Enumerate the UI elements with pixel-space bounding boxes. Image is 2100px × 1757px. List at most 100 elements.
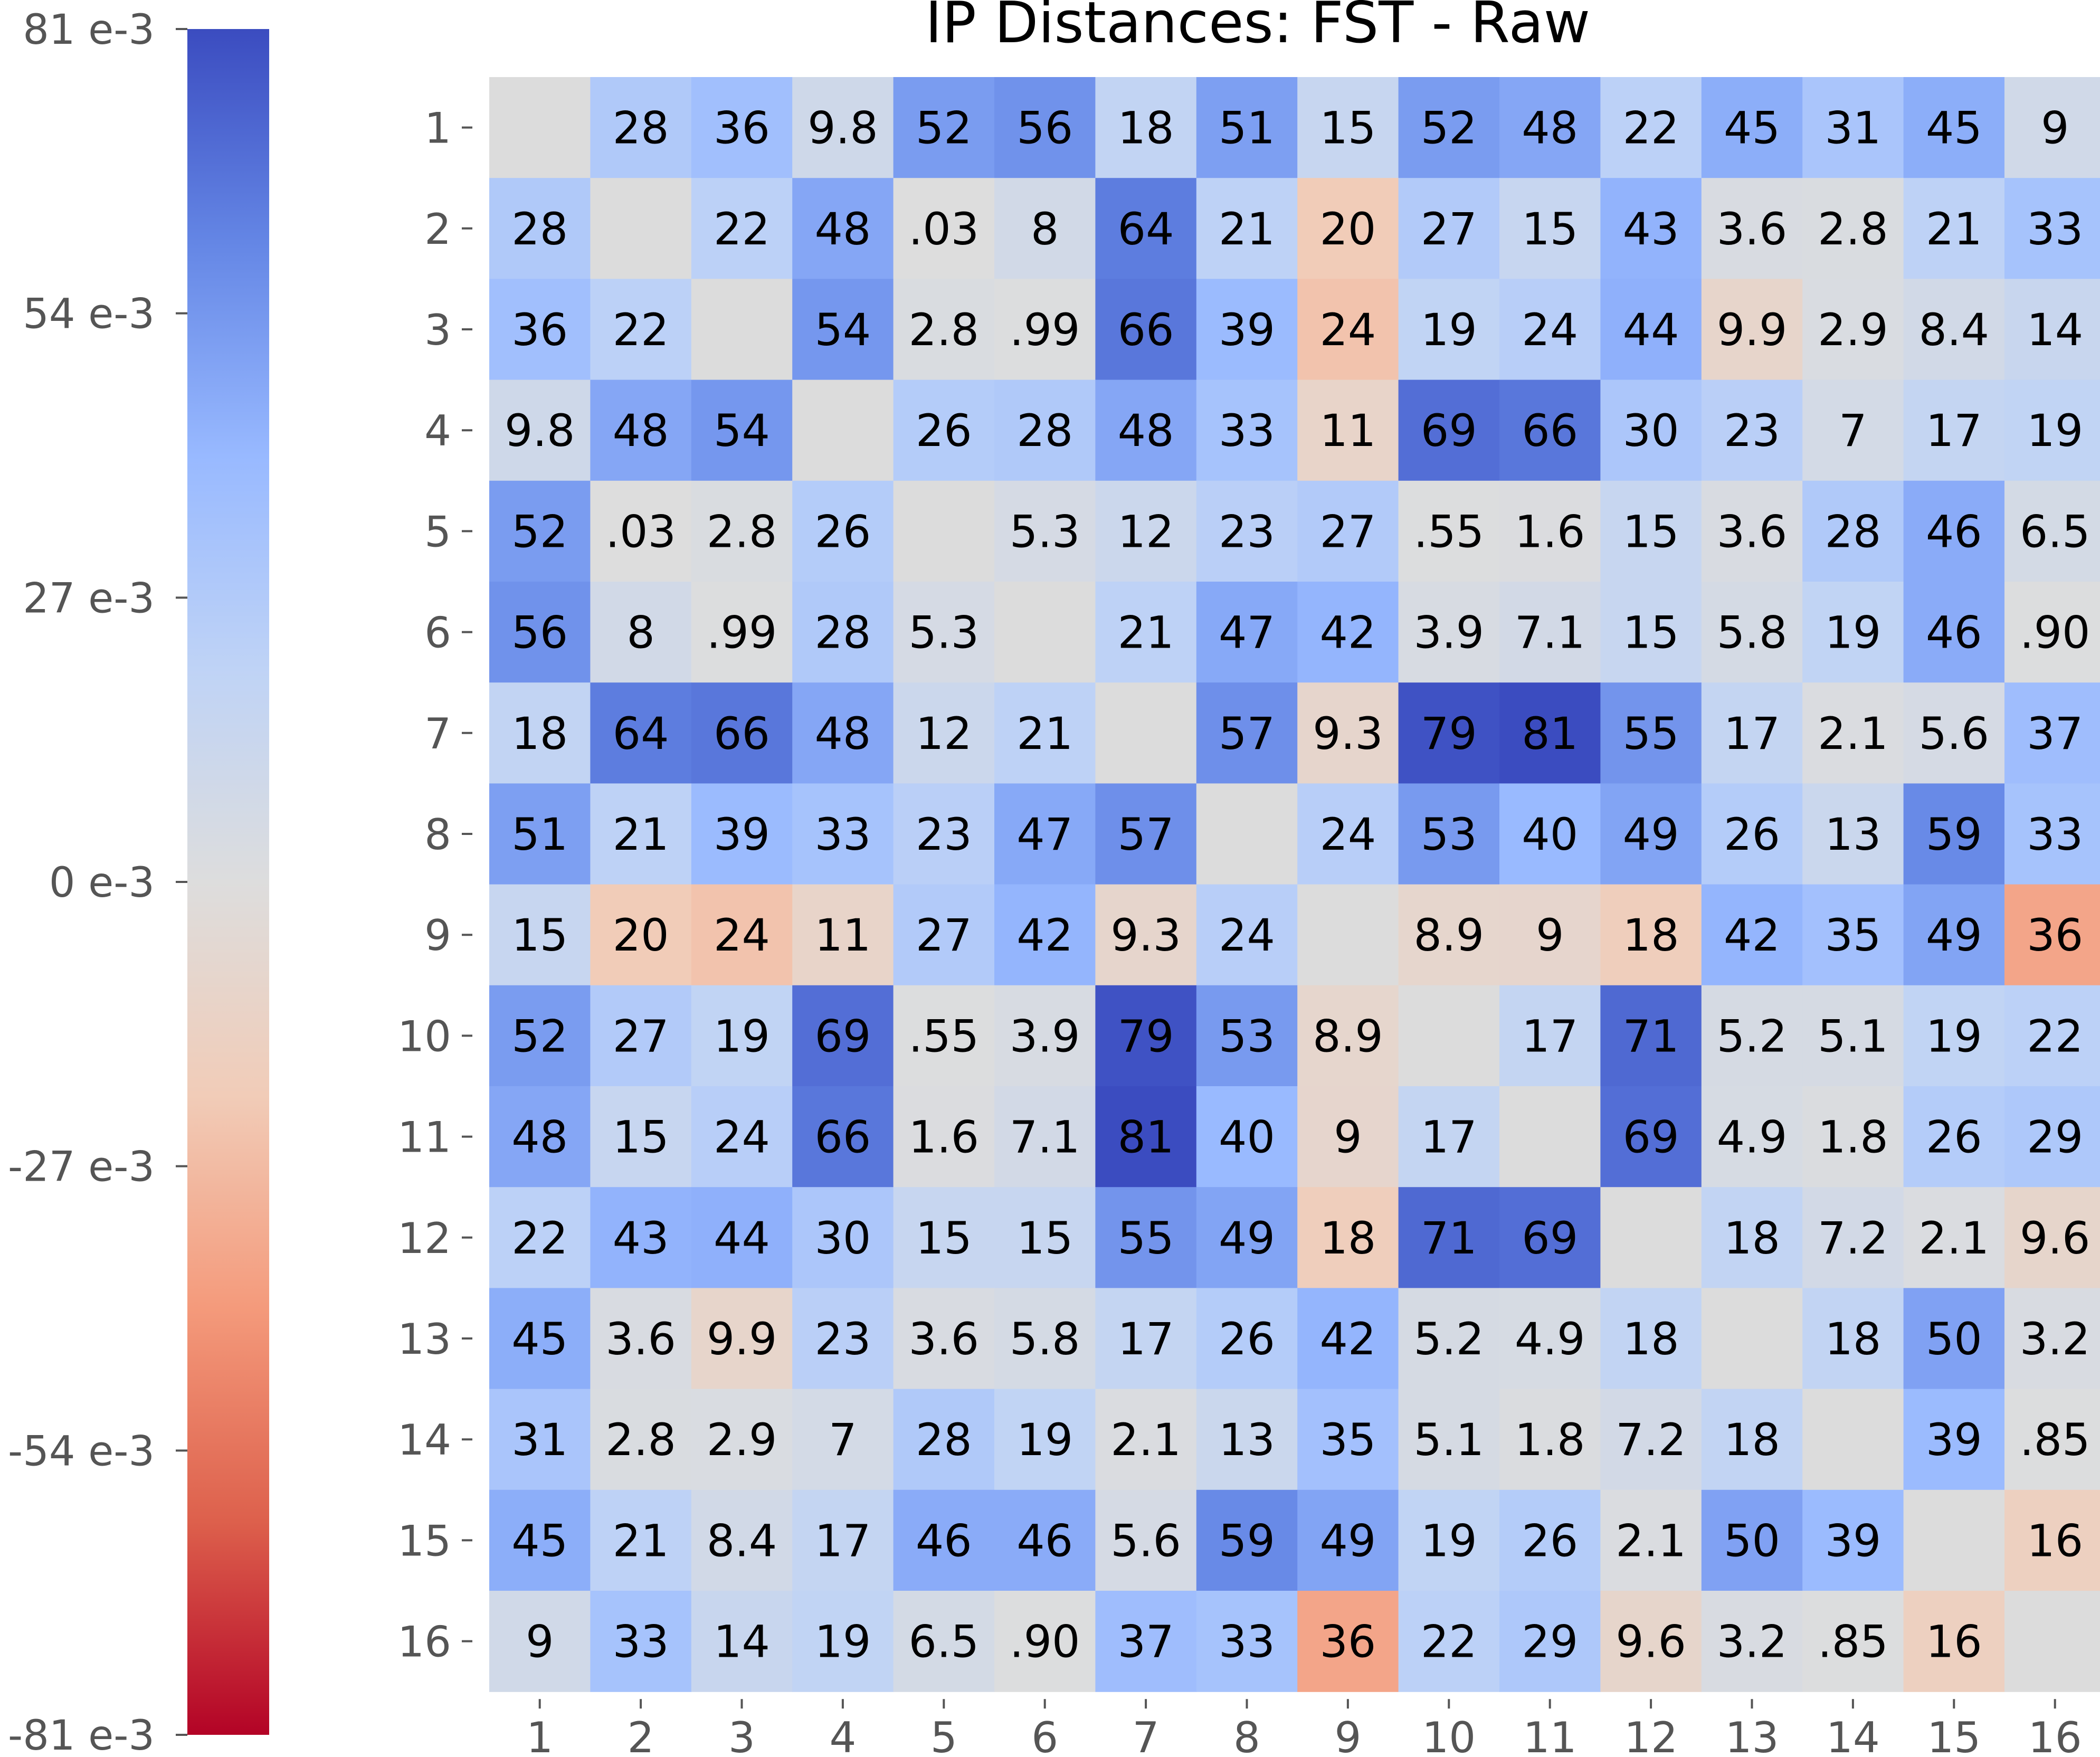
cell-label: 40 — [1219, 1112, 1275, 1163]
cell-label: 22 — [511, 1212, 568, 1264]
heatmap-cell — [1095, 1489, 1197, 1591]
cell-label: 18 — [1118, 102, 1174, 154]
heatmap-cell — [994, 77, 1096, 178]
cell-label: 54 — [714, 405, 770, 457]
heatmap-cell — [2004, 1591, 2100, 1692]
cell-label: 36 — [1319, 1616, 1376, 1668]
cell-label: 27 — [613, 1010, 669, 1062]
heatmap-cell — [1196, 985, 1298, 1087]
cell-label: 81 — [1522, 708, 1578, 759]
cell-label: 5.6 — [1110, 1515, 1181, 1566]
y-tick-label: 16 — [397, 1618, 451, 1667]
heatmap-cell — [1903, 279, 2005, 381]
heatmap-cell — [1196, 178, 1298, 279]
cell-label: 79 — [1118, 1010, 1174, 1062]
heatmap-cell — [1297, 582, 1399, 683]
cell-label: 8 — [1031, 203, 1059, 255]
heatmap-cell — [691, 682, 793, 784]
cell-label: 48 — [814, 203, 871, 255]
heatmap-cell — [1600, 1187, 1702, 1288]
heatmap-cell — [1095, 884, 1197, 986]
cell-label: 30 — [814, 1212, 871, 1264]
cell-label: 22 — [613, 304, 669, 356]
cell-label: 26 — [1522, 1515, 1578, 1566]
cell-label: 19 — [1926, 1010, 1982, 1062]
heatmap-cell — [1600, 1086, 1702, 1188]
x-tick-label: 4 — [829, 1713, 856, 1755]
cell-label: 13 — [1825, 809, 1881, 860]
cell-label: 9 — [2041, 102, 2069, 154]
cell-label: 9.9 — [707, 1313, 777, 1365]
cell-label: 23 — [814, 1313, 871, 1365]
cell-label: 59 — [1926, 809, 1982, 860]
heatmap-cell — [1196, 682, 1298, 784]
heatmap-cell — [1499, 1489, 1601, 1591]
heatmap-cell — [1297, 178, 1399, 279]
heatmap-cell — [1701, 379, 1803, 481]
cell-label: 24 — [1319, 304, 1376, 356]
cell-label: 48 — [814, 708, 871, 759]
heatmap-cell — [1398, 682, 1500, 784]
heatmap-cell — [1600, 1389, 1702, 1490]
heatmap-cell — [1196, 77, 1298, 178]
cell-label: 37 — [1118, 1616, 1174, 1668]
heatmap-cell — [792, 1591, 894, 1692]
colorbar-ticks: 81 e-3 54 e-3 27 e-3 0 e-3 -27 e-3 -54 e-3 -81… — [8, 6, 187, 1757]
heatmap-cell — [691, 279, 793, 381]
heatmap-cell — [1398, 1187, 1500, 1288]
cell-label: .55 — [1414, 506, 1485, 557]
heatmap-cell — [1095, 480, 1197, 582]
heatmap-cell — [489, 582, 591, 683]
cell-label: 51 — [511, 809, 568, 860]
heatmap-cell — [691, 1288, 793, 1390]
colorbar-tick-label: 0 e-3 — [49, 859, 155, 907]
heatmap-cell — [1701, 783, 1803, 885]
heatmap-cell — [994, 985, 1096, 1087]
cell-label: 24 — [1319, 809, 1376, 860]
heatmap-cell — [792, 582, 894, 683]
heatmap-cell — [1701, 1086, 1803, 1188]
cell-label: 2.1 — [1919, 1212, 1990, 1264]
cell-label: 59 — [1219, 1515, 1275, 1566]
heatmap-cell — [489, 178, 591, 279]
cell-label: 16 — [1926, 1616, 1982, 1668]
cell-label: 39 — [1825, 1515, 1881, 1566]
heatmap-cell — [691, 582, 793, 683]
heatmap-cell — [691, 884, 793, 986]
y-tick-label: 3 — [424, 306, 451, 355]
cell-label: 37 — [2027, 708, 2083, 759]
heatmap-cell — [1398, 77, 1500, 178]
cell-label: 18 — [1319, 1212, 1376, 1264]
heatmap-cell — [1095, 178, 1197, 279]
heatmap-cell — [489, 682, 591, 784]
x-tick-label: 9 — [1334, 1713, 1361, 1755]
cell-label: 43 — [1623, 203, 1679, 255]
cell-label: 9 — [1334, 1112, 1362, 1163]
cell-label: 43 — [613, 1212, 669, 1264]
heatmap-cell — [1802, 1489, 1904, 1591]
heatmap-cell — [2004, 1489, 2100, 1591]
heatmap-cell — [1701, 1591, 1803, 1692]
heatmap-cell — [1701, 582, 1803, 683]
heatmap-cell — [1196, 884, 1298, 986]
heatmap-cell — [1499, 682, 1601, 784]
heatmap-cell — [1499, 178, 1601, 279]
heatmap-cell — [590, 783, 692, 885]
cell-label: 7.2 — [1616, 1414, 1686, 1466]
heatmap-cell — [792, 1187, 894, 1288]
cell-label: 2.8 — [605, 1414, 676, 1466]
heatmap-cell — [691, 1086, 793, 1188]
heatmap-cell — [1196, 1389, 1298, 1490]
heatmap-cell — [994, 1389, 1096, 1490]
cell-label: 24 — [1522, 304, 1578, 356]
heatmap-cell — [1297, 1288, 1399, 1390]
cell-label: 22 — [1421, 1616, 1477, 1668]
cell-label: 45 — [511, 1313, 568, 1365]
cell-label: 29 — [1522, 1616, 1578, 1668]
heatmap-cell — [1398, 1288, 1500, 1390]
heatmap-cell — [489, 1086, 591, 1188]
y-tick-label: 13 — [397, 1315, 451, 1364]
cell-label: 7.2 — [1818, 1212, 1888, 1264]
heatmap-cell — [590, 1591, 692, 1692]
cell-label: 9.3 — [1313, 708, 1383, 759]
